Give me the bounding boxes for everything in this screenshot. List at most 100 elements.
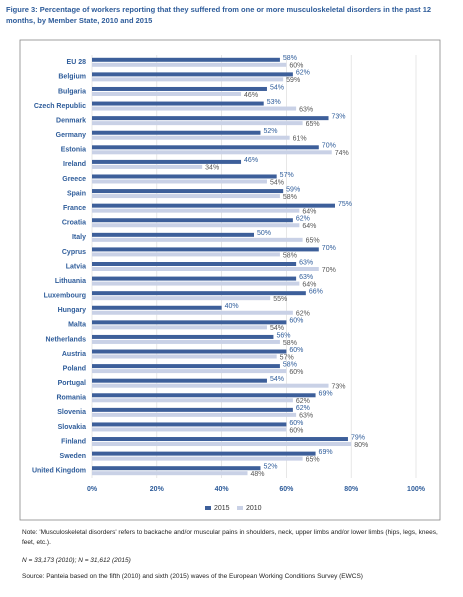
bar xyxy=(92,398,293,403)
bar xyxy=(92,72,293,77)
legend-label: 2015 xyxy=(214,505,230,512)
bar xyxy=(92,121,303,126)
x-tick-label: 60% xyxy=(279,486,294,493)
bar xyxy=(92,237,303,242)
value-label: 63% xyxy=(299,274,313,281)
bar xyxy=(92,159,242,164)
value-label: 40% xyxy=(225,303,239,310)
y-tick-label: Slovakia xyxy=(58,424,87,431)
value-label: 46% xyxy=(244,157,258,164)
y-tick-label: Romania xyxy=(56,395,86,402)
value-label: 70% xyxy=(322,267,336,274)
value-label: 57% xyxy=(280,354,294,361)
y-tick-label: Austria xyxy=(62,351,86,358)
value-label: 54% xyxy=(270,84,284,91)
legend-swatch xyxy=(205,506,211,510)
bar xyxy=(92,334,274,339)
bar xyxy=(92,86,267,91)
bar xyxy=(92,281,300,286)
value-label: 70% xyxy=(322,143,336,150)
value-label: 63% xyxy=(299,106,313,113)
value-label: 65% xyxy=(306,456,320,463)
bar xyxy=(92,349,287,354)
value-label: 46% xyxy=(244,92,258,99)
bar xyxy=(92,164,203,169)
y-tick-label: Hungary xyxy=(58,307,87,314)
bar xyxy=(92,422,287,427)
value-label: 63% xyxy=(299,259,313,266)
bar xyxy=(92,378,267,383)
bar xyxy=(92,364,280,369)
y-tick-label: United Kingdom xyxy=(32,468,86,475)
note: Note: 'Musculoskeletal disorders' refers… xyxy=(22,529,438,546)
note: Source: Panteia based on the fifth (2010… xyxy=(22,573,363,580)
value-label: 74% xyxy=(335,150,349,157)
value-label: 60% xyxy=(289,63,303,70)
bar xyxy=(92,296,271,301)
bar xyxy=(92,223,300,228)
value-label: 54% xyxy=(270,376,284,383)
value-label: 64% xyxy=(302,208,316,215)
x-tick-label: 0% xyxy=(87,486,98,493)
bar xyxy=(92,305,222,310)
y-tick-label: Spain xyxy=(67,190,86,197)
bar xyxy=(92,189,284,194)
bar xyxy=(92,451,316,456)
value-label: 69% xyxy=(319,449,333,456)
x-tick-label: 100% xyxy=(407,486,426,493)
value-label: 79% xyxy=(351,434,365,441)
y-tick-label: EU 28 xyxy=(67,59,87,66)
y-tick-label: Lithuania xyxy=(55,278,86,285)
bar xyxy=(92,471,248,476)
value-label: 60% xyxy=(289,347,303,354)
value-label: 73% xyxy=(332,113,346,120)
value-label: 62% xyxy=(296,311,310,318)
value-label: 62% xyxy=(296,216,310,223)
bar xyxy=(92,412,297,417)
value-label: 60% xyxy=(289,427,303,434)
value-label: 57% xyxy=(280,172,294,179)
chart-frame xyxy=(19,39,441,521)
bar xyxy=(92,252,280,257)
bar xyxy=(92,203,335,208)
value-label: 80% xyxy=(354,442,368,449)
y-tick-label: Cyprus xyxy=(62,249,86,256)
bar xyxy=(92,150,332,155)
bar xyxy=(92,276,297,281)
legend-label: 2010 xyxy=(246,505,262,512)
value-label: 58% xyxy=(283,252,297,259)
value-label: 60% xyxy=(289,369,303,376)
value-label: 62% xyxy=(296,70,310,77)
y-tick-label: Slovenia xyxy=(57,409,86,416)
x-tick-label: 80% xyxy=(344,486,359,493)
bar xyxy=(92,208,300,213)
y-tick-label: Greece xyxy=(62,176,86,183)
value-label: 58% xyxy=(283,340,297,347)
value-label: 53% xyxy=(267,99,281,106)
bar xyxy=(92,62,287,67)
y-tick-label: Malta xyxy=(68,322,86,329)
value-label: 54% xyxy=(270,325,284,332)
bar xyxy=(92,393,316,398)
note: N = 33,173 (2010); N = 31,612 (2015) xyxy=(22,557,131,564)
y-tick-label: Finland xyxy=(61,438,86,445)
value-label: 52% xyxy=(263,128,277,135)
bar xyxy=(92,442,352,447)
bar xyxy=(92,325,267,330)
y-tick-label: Belgium xyxy=(58,74,86,81)
value-label: 73% xyxy=(332,384,346,391)
bar xyxy=(92,456,303,461)
y-tick-label: Estonia xyxy=(61,147,86,154)
bar xyxy=(92,232,254,237)
y-tick-label: Croatia xyxy=(62,220,86,227)
value-label: 60% xyxy=(289,420,303,427)
value-label: 58% xyxy=(283,194,297,201)
bar xyxy=(92,339,280,344)
value-label: 55% xyxy=(273,296,287,303)
bar xyxy=(92,369,287,374)
y-tick-label: Netherlands xyxy=(46,336,87,343)
bar xyxy=(92,267,319,271)
y-tick-label: Italy xyxy=(72,234,86,241)
